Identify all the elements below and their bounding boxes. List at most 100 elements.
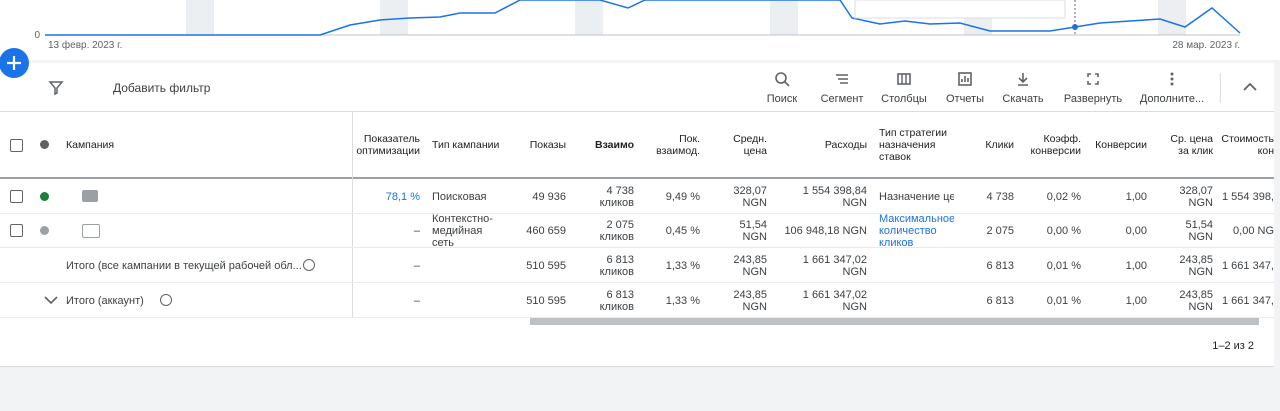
toolbar-button[interactable]: Отчеты — [945, 93, 985, 105]
column-header[interactable]: Взаимо — [594, 138, 634, 151]
pagination: 1–2 из 2 — [1212, 340, 1254, 352]
table-cell[interactable]: Итого (все кампании в текущей рабочей об… — [66, 259, 302, 272]
table-cell: Поисковая — [432, 190, 487, 203]
table-cell: 0,01 % — [1046, 259, 1081, 272]
column-header[interactable]: Ср. цена за клик — [1170, 132, 1213, 157]
help-icon[interactable] — [303, 259, 315, 271]
table-cell: 1 661 347, — [1222, 294, 1274, 307]
table-cell: 51,54 NGN — [739, 218, 767, 243]
table-cell: 1 661 347, — [1222, 259, 1274, 272]
status-dot — [40, 140, 49, 149]
table-cell: 510 595 — [526, 294, 566, 307]
table-cell: 0,00 % — [1046, 224, 1081, 237]
row-divider — [0, 213, 1274, 214]
table-cell: 0,00 NG — [1233, 224, 1274, 237]
column-header[interactable]: Конверсии — [1095, 138, 1147, 151]
column-header[interactable]: Средн. цена — [733, 132, 767, 157]
column-header[interactable]: Тип стратегии назначения ставок — [879, 126, 948, 163]
table-cell: 78,1 % — [385, 190, 420, 203]
table-cell: 1 554 398,84 NGN — [802, 184, 867, 209]
checkbox[interactable] — [10, 224, 23, 237]
table-cell: – — [413, 259, 420, 272]
table-cell: 328,07 NGN — [1179, 184, 1213, 209]
row-divider — [0, 317, 1274, 318]
table-cell: 2 075 кликов — [599, 218, 634, 243]
add-filter[interactable]: Добавить фильтр — [113, 81, 211, 95]
status-dot — [40, 192, 49, 201]
table-cell: 243,85 NGN — [733, 253, 767, 278]
checkbox[interactable] — [10, 139, 23, 152]
column-header[interactable]: Коэфф. конверсии — [1030, 132, 1081, 157]
performance-chart: 0 13 февр. 2023 г. 28 мар. 2023 г. — [0, 0, 1280, 60]
table-cell: Контекстно-медийная сеть — [432, 213, 493, 248]
toolbar-icon[interactable] — [1164, 71, 1180, 87]
table-cell: 1 661 347,02 NGN — [802, 253, 867, 278]
status-dot — [40, 226, 49, 235]
toolbar-icon[interactable] — [896, 71, 912, 87]
column-header[interactable]: Стоимость кон — [1221, 132, 1274, 157]
table-cell: 1 661 347,02 NGN — [802, 288, 867, 313]
column-header[interactable]: Тип кампании — [432, 138, 500, 151]
collapse-button[interactable] — [1242, 81, 1258, 93]
toolbar-icon[interactable] — [834, 71, 850, 87]
table-cell: 1,00 — [1125, 259, 1147, 272]
table-cell: 6 813 кликов — [599, 253, 634, 278]
table-cell: 328,07 NGN — [733, 184, 767, 209]
toolbar-button[interactable]: Столбцы — [881, 93, 927, 105]
table-cell: – — [413, 224, 420, 237]
toolbar-button[interactable]: Развернуть — [1063, 93, 1123, 105]
table-cell[interactable]: Итого (аккаунт) — [66, 294, 144, 307]
campaign-icon — [82, 190, 98, 202]
start-date: 13 февр. 2023 г. — [48, 39, 122, 51]
help-icon[interactable] — [160, 294, 172, 306]
table-cell: 4 738 кликов — [599, 184, 634, 209]
table-cell: 4 738 — [986, 190, 1014, 203]
column-header[interactable]: Пок. взаимод. — [656, 132, 700, 157]
toolbar-icon[interactable] — [957, 71, 973, 87]
table-cell: Назначение цен — [879, 190, 954, 203]
toolbar-icon[interactable] — [1085, 71, 1101, 87]
expand-chevron[interactable] — [43, 295, 59, 305]
table-cell: 460 659 — [526, 224, 566, 237]
table-cell: Максимальное количество кликов — [879, 213, 954, 248]
table-cell: 510 595 — [526, 259, 566, 272]
toolbar-icon[interactable] — [1015, 71, 1031, 87]
row-divider — [0, 247, 1274, 248]
y-axis-label: 0 — [34, 30, 40, 41]
table-cell: 0,02 % — [1046, 190, 1081, 203]
table-cell: 1,33 % — [665, 259, 700, 272]
column-header[interactable]: Показатель оптимизации — [356, 132, 421, 157]
toolbar-button[interactable]: Сегмент — [820, 93, 864, 105]
table-cell: 1,00 — [1125, 294, 1147, 307]
toolbar-button[interactable]: Дополните... — [1139, 93, 1205, 105]
table-cell: 106 948,18 NGN — [784, 224, 867, 237]
table-cell: 6 813 — [986, 294, 1014, 307]
table-cell: – — [413, 294, 420, 307]
table-panel: Добавить фильтр 1–2 из 2 Поиск Сегмент Сто… — [0, 63, 1274, 367]
table-cell: 243,85 NGN — [1179, 253, 1213, 278]
table-cell: 243,85 NGN — [1179, 288, 1213, 313]
campaign-icon — [82, 224, 100, 238]
table-cell: 1,33 % — [665, 294, 700, 307]
table-cell: 0,00 — [1125, 224, 1147, 237]
table-cell: 1 554 398, — [1222, 190, 1274, 203]
toolbar-button[interactable]: Скачать — [1002, 93, 1044, 105]
column-header[interactable]: Показы — [529, 138, 566, 151]
table-cell: 2 075 — [986, 224, 1014, 237]
column-header[interactable]: Клики — [985, 138, 1014, 151]
table-cell: 0,01 % — [1046, 294, 1081, 307]
table-cell: 243,85 NGN — [733, 288, 767, 313]
table-cell: 6 813 — [986, 259, 1014, 272]
table-cell: 1,00 — [1125, 190, 1147, 203]
toolbar-icon[interactable] — [774, 71, 790, 87]
checkbox[interactable] — [10, 190, 23, 203]
add-button[interactable] — [0, 47, 32, 79]
table-cell: 0,45 % — [665, 224, 700, 237]
table-cell: 6 813 кликов — [599, 288, 634, 313]
table-cell: 51,54 NGN — [1185, 218, 1213, 243]
column-header[interactable]: Расходы — [824, 138, 867, 151]
column-header[interactable]: Кампания — [66, 138, 115, 151]
filter-icon[interactable] — [48, 80, 64, 96]
toolbar-button[interactable]: Поиск — [766, 93, 798, 105]
